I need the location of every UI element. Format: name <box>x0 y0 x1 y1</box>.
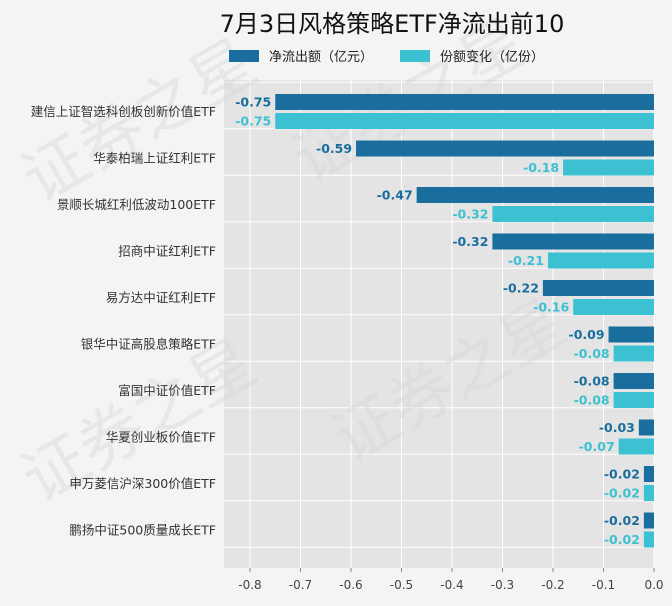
category-label: 易方达中证红利ETF <box>106 290 216 305</box>
bar-value-label: -0.02 <box>604 532 640 547</box>
bar-value-label: -0.08 <box>574 346 610 361</box>
bar <box>643 531 654 548</box>
category-labels: 建信上证智选科创板创新价值ETF 华泰柏瑞上证红利ETF 景顺长城红利低波动100E… <box>31 104 216 538</box>
tick-label: -0.4 <box>440 578 463 592</box>
bar <box>573 299 654 315</box>
tick-label: -0.1 <box>592 578 615 592</box>
bar <box>547 252 654 269</box>
bar-value-label: -0.75 <box>235 95 271 110</box>
bar-value-label: -0.16 <box>533 300 569 315</box>
legend-entry: 份额变化（亿份） <box>440 49 544 65</box>
category-label: 景顺长城红利低波动100ETF <box>57 197 216 212</box>
category-label: 招商中证红利ETF <box>118 244 216 259</box>
category-label: 华泰柏瑞上证红利ETF <box>93 151 216 166</box>
bar-value-label: -0.02 <box>604 467 640 482</box>
bar-value-label: -0.59 <box>316 141 352 156</box>
tick-label: -0.7 <box>289 578 312 592</box>
bar <box>613 373 654 389</box>
bar <box>643 466 654 482</box>
bar <box>613 345 654 362</box>
tick-label: -0.6 <box>339 578 362 592</box>
bar <box>643 512 654 529</box>
bar <box>613 392 654 408</box>
bar <box>618 438 654 455</box>
bar-value-label: -0.47 <box>377 188 413 203</box>
bar <box>275 94 654 110</box>
legend: 净流出额（亿元） 份额变化（亿份） <box>229 49 544 65</box>
bar-value-label: -0.75 <box>235 114 271 129</box>
bar <box>492 206 654 222</box>
bar <box>492 233 654 250</box>
tick-label: -0.3 <box>491 578 514 592</box>
bar-value-label: -0.18 <box>523 160 559 175</box>
bar <box>563 159 654 176</box>
tick-label: -0.2 <box>541 578 564 592</box>
bar <box>542 280 654 296</box>
bar <box>275 113 654 129</box>
category-label: 华夏创业板价值ETF <box>106 430 216 445</box>
legend-swatch <box>400 50 430 62</box>
bar-value-label: -0.32 <box>452 207 488 222</box>
bar-value-label: -0.22 <box>503 281 539 296</box>
bar <box>643 485 654 501</box>
bar-value-label: -0.07 <box>579 439 615 454</box>
category-label: 鹏扬中证500质量成长ETF <box>69 523 216 538</box>
bar-value-label: -0.02 <box>604 513 640 528</box>
bar <box>608 326 654 343</box>
bar-value-label: -0.08 <box>574 374 610 389</box>
category-label: 申万菱信沪深300价值ETF <box>69 476 216 491</box>
legend-entry: 净流出额（亿元） <box>269 50 373 65</box>
x-axis-ticks: -0.8 -0.7 -0.6 -0.5 -0.4 -0.3 -0.2 -0.1 0.0 <box>238 568 664 592</box>
bar <box>356 140 654 157</box>
bar <box>638 419 654 436</box>
tick-label: -0.5 <box>390 578 413 592</box>
bar-value-label: -0.08 <box>574 393 610 408</box>
legend-swatch <box>229 50 259 62</box>
category-label: 建信上证智选科创板创新价值ETF <box>31 104 216 119</box>
bar-value-label: -0.02 <box>604 486 640 501</box>
bars: -0.75 -0.75 -0.59 -0.18 -0.47 -0.32 -0.32 -0.21… <box>235 94 654 548</box>
bar-value-label: -0.32 <box>452 234 488 249</box>
bar <box>416 187 654 203</box>
tick-label: -0.8 <box>238 578 261 592</box>
bar-value-label: -0.21 <box>508 253 544 268</box>
bar-value-label: -0.09 <box>569 327 605 342</box>
tick-label: 0.0 <box>644 578 663 592</box>
category-label: 银华中证高股息策略ETF <box>81 337 216 352</box>
category-label: 富国中证价值ETF <box>118 383 216 398</box>
bar-value-label: -0.03 <box>599 420 635 435</box>
chart-title: 7月3日风格策略ETF净流出前10 <box>220 10 565 38</box>
